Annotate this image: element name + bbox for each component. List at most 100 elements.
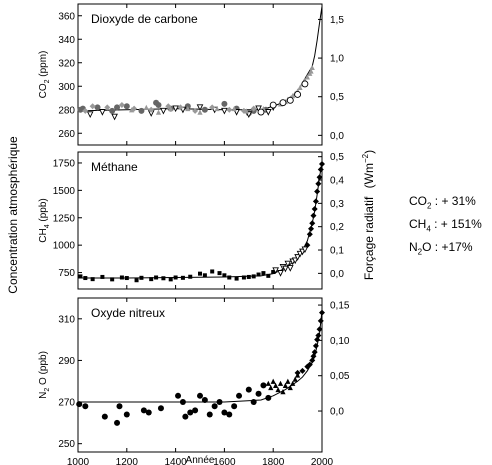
- data-point: [290, 380, 296, 386]
- data-point: [188, 274, 193, 279]
- data-point: [271, 270, 276, 275]
- data-point: [286, 96, 294, 104]
- right-y-tick-label: 0,1: [330, 246, 344, 257]
- data-point: [83, 276, 88, 281]
- right-axis-title-main: Forçage radiatif: [362, 196, 376, 280]
- data-point: [155, 102, 162, 109]
- series-1: [76, 382, 272, 426]
- data-point: [182, 413, 189, 420]
- y-axis-title: N2 O (ppb): [38, 351, 51, 399]
- data-point: [282, 382, 288, 389]
- y-tick-label: 1750: [53, 158, 76, 169]
- data-point: [216, 399, 223, 406]
- data-point: [197, 392, 203, 399]
- data-point: [119, 275, 124, 280]
- chart-panels: 260 280 300 320 340 360 0,0 0,5 1,0 1,5 Dioxyde de…: [38, 3, 350, 465]
- data-point: [231, 403, 238, 410]
- data-point: [179, 399, 186, 406]
- data-point: [129, 107, 135, 113]
- data-point: [160, 107, 167, 115]
- data-point: [89, 103, 96, 110]
- data-point: [173, 275, 178, 280]
- left-axis-title: Concentration atmosphérique: [6, 136, 20, 294]
- series-3: [304, 161, 325, 249]
- data-point: [316, 174, 323, 181]
- right-y-tick-label: 0,05: [330, 371, 350, 382]
- data-point: [277, 380, 284, 386]
- data-point: [197, 109, 203, 115]
- right-axis-title: Forçage radiatif (Wm−2): [361, 150, 376, 280]
- right-y-tick-label: 0,0: [330, 131, 344, 142]
- y-tick-label: 1250: [53, 213, 76, 224]
- data-point: [231, 105, 237, 112]
- data-point: [187, 409, 194, 416]
- data-point: [185, 105, 191, 112]
- data-point: [301, 80, 309, 88]
- data-point: [221, 100, 228, 107]
- series-3: [82, 102, 257, 114]
- data-point: [234, 276, 239, 281]
- x-tick-label: 1400: [164, 457, 187, 465]
- data-point: [116, 403, 123, 410]
- series-2: [272, 246, 309, 277]
- chart-panel-3: 250 270 290 310 0,0 0,05 0,10 0,15 1000 1200 1400 1…: [38, 297, 350, 465]
- x-axis-title: Année: [186, 455, 215, 465]
- y-axis-title: CH4 (ppb): [38, 198, 51, 242]
- data-point: [110, 277, 115, 282]
- x-tick-label: 1000: [67, 457, 90, 465]
- data-point: [312, 198, 319, 205]
- data-point: [287, 384, 293, 391]
- data-point: [294, 91, 302, 98]
- data-point: [316, 326, 323, 333]
- data-point: [255, 105, 262, 113]
- right-y-tick-label: 0,5: [330, 92, 344, 103]
- data-point: [175, 392, 182, 399]
- data-point: [272, 267, 279, 274]
- data-point: [243, 108, 249, 114]
- data-point: [273, 382, 279, 389]
- data-point: [226, 411, 233, 418]
- data-point: [94, 104, 101, 111]
- data-point: [101, 413, 108, 420]
- data-point: [124, 276, 129, 281]
- data-point: [299, 367, 306, 374]
- right-y-tick-label: 0,0: [330, 407, 344, 418]
- data-point: [118, 102, 125, 109]
- data-point: [214, 105, 220, 112]
- data-point: [145, 409, 152, 416]
- data-point: [111, 113, 118, 121]
- trend-curve: [78, 310, 323, 403]
- data-point: [308, 68, 314, 74]
- data-point: [317, 166, 324, 173]
- data-point: [304, 242, 311, 249]
- data-point: [256, 272, 261, 277]
- x-tick-label: 1200: [116, 457, 139, 465]
- data-point: [221, 409, 228, 416]
- data-point: [317, 317, 324, 324]
- data-point: [206, 411, 213, 418]
- data-point: [306, 231, 313, 238]
- right-axis-title-unit-base: (Wm: [362, 163, 376, 188]
- data-point: [264, 109, 272, 116]
- data-point: [304, 74, 310, 80]
- data-point: [319, 309, 325, 316]
- y-tick-label: 1000: [53, 241, 76, 252]
- data-point: [82, 403, 89, 410]
- series-3: [294, 309, 325, 376]
- y-tick-label: 320: [58, 58, 75, 69]
- data-point: [294, 369, 301, 376]
- chart-panel-2: 750 1000 1250 1500 1750 0,0 0,1 0,2 0,3 0,4 0,5 Mét…: [38, 151, 344, 290]
- right-y-tick-label: 0,15: [330, 301, 350, 312]
- right-y-tick-label: 1,0: [330, 54, 344, 65]
- data-point: [210, 269, 215, 274]
- data-point: [291, 257, 299, 265]
- data-point: [202, 273, 207, 278]
- trend-curve: [78, 161, 323, 279]
- data-point: [227, 275, 232, 280]
- data-point: [123, 103, 130, 110]
- right-y-tick-label: 1,5: [330, 15, 344, 26]
- data-point: [261, 271, 266, 276]
- data-point: [198, 271, 202, 276]
- data-point: [312, 342, 319, 349]
